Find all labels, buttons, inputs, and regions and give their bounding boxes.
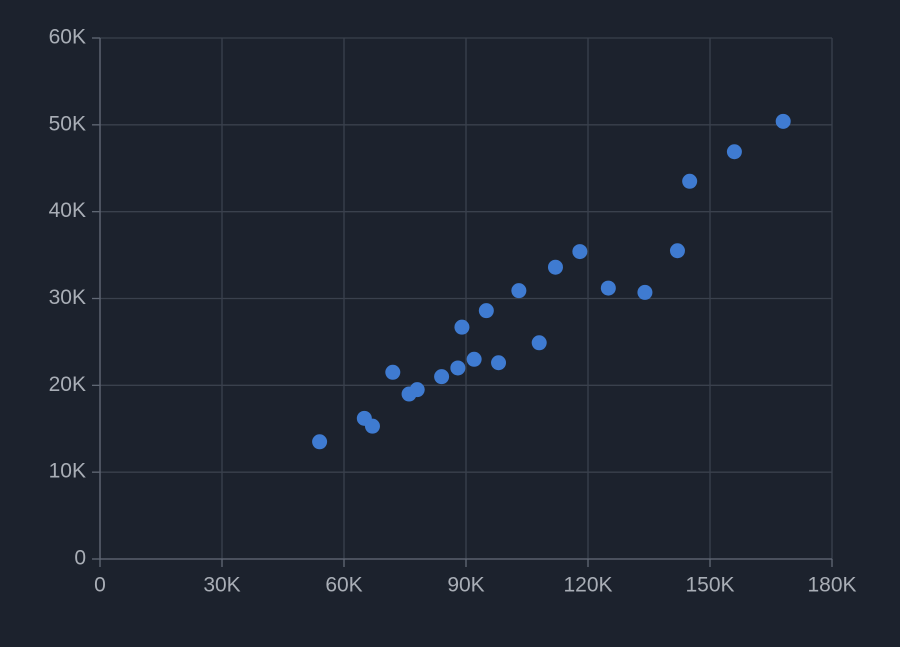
x-tick-label: 180K [807,574,856,597]
point [572,244,588,260]
x-tick-label: 60K [325,574,362,597]
x-tick-label: 90K [447,574,484,597]
y-tick-label: 10K [49,460,86,483]
y-tick-label: 60K [49,26,86,49]
point [682,173,698,189]
point [450,360,466,376]
y-tick-label: 30K [49,286,86,309]
point [478,303,494,319]
y-tick-label: 50K [49,112,86,135]
point [454,319,470,335]
point [385,364,401,380]
point [726,144,742,160]
point [409,382,425,398]
point [434,369,450,385]
point [600,280,616,296]
point [637,284,653,300]
point [466,351,482,367]
point [547,259,563,275]
point [669,243,685,259]
point [364,418,380,434]
y-tick-label: 0 [74,547,86,570]
x-tick-label: 120K [563,574,612,597]
point [312,434,328,450]
point [775,113,791,129]
y-tick-label: 40K [49,199,86,222]
y-tick-label: 20K [49,373,86,396]
x-tick-label: 150K [685,574,734,597]
x-tick-label: 30K [203,574,240,597]
x-tick-label: 0 [94,574,106,597]
point [511,283,527,299]
point [491,355,507,371]
point [531,335,547,351]
